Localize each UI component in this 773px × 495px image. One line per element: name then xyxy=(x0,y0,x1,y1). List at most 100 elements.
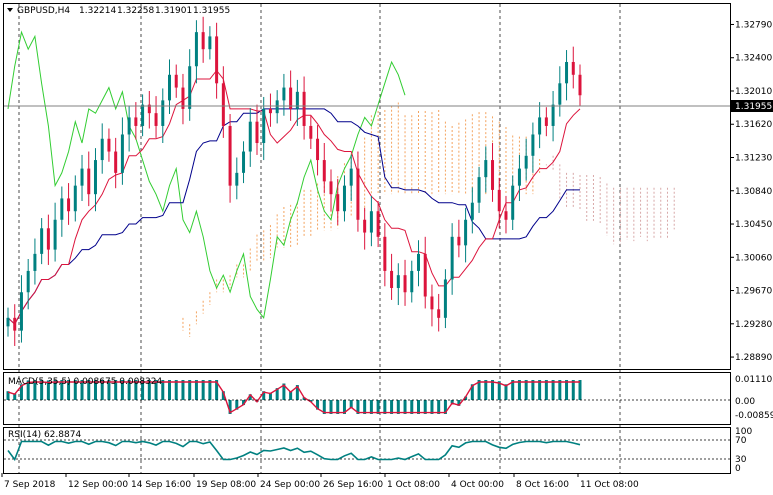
candle-body xyxy=(531,134,535,156)
macd-bar xyxy=(578,380,582,400)
macd-bar xyxy=(342,400,346,414)
macd-bar xyxy=(491,380,495,400)
candle xyxy=(107,128,111,162)
candle xyxy=(53,202,57,262)
candle-body xyxy=(403,275,407,293)
macd-bar xyxy=(26,380,30,400)
candle-body xyxy=(127,117,131,135)
price-tick-label: 1.31620 xyxy=(735,120,772,130)
candle xyxy=(511,175,515,230)
main-chart-frame xyxy=(3,3,731,370)
candle-body xyxy=(40,228,44,254)
rsi-tick-30: 30 xyxy=(735,455,747,465)
candle-body xyxy=(87,168,91,195)
candle-body xyxy=(443,279,447,318)
candle-body xyxy=(161,100,165,126)
candle-body xyxy=(188,66,192,109)
macd-bar xyxy=(181,380,185,400)
candle-body xyxy=(248,121,252,152)
candle-body xyxy=(174,74,178,88)
candle xyxy=(154,96,158,138)
candle xyxy=(80,154,84,201)
candle-body xyxy=(147,104,151,114)
candle xyxy=(248,108,252,167)
candle-body xyxy=(120,134,124,173)
candle xyxy=(174,64,178,98)
candle xyxy=(235,157,239,200)
candle-body xyxy=(390,270,394,288)
candle xyxy=(410,260,414,303)
header-close: 1.31955 xyxy=(193,6,230,16)
candle xyxy=(141,94,145,137)
candle xyxy=(208,26,212,60)
macd-bar xyxy=(497,381,501,400)
candle-body xyxy=(544,117,548,126)
candle-body xyxy=(53,219,57,250)
candle xyxy=(188,49,192,121)
candle-body xyxy=(369,211,373,233)
macd-bar xyxy=(208,380,212,400)
macd-bar xyxy=(268,392,272,400)
candle-body xyxy=(416,253,420,271)
price-tick-label: 1.31230 xyxy=(735,154,772,164)
candle xyxy=(242,141,246,184)
candle xyxy=(46,214,50,265)
candle xyxy=(430,284,434,327)
price-tick-label: 1.32790 xyxy=(735,20,772,30)
macd-bar xyxy=(457,400,461,406)
candle-body xyxy=(242,151,246,173)
candle-body xyxy=(383,236,387,271)
time-tick-label: 1 Oct 08:00 xyxy=(387,480,440,490)
candle xyxy=(93,148,97,212)
candle xyxy=(268,93,272,127)
candle-body xyxy=(26,270,30,293)
time-tick-label: 26 Sep 16:00 xyxy=(323,480,383,490)
candle-body xyxy=(194,32,198,67)
price-tick-label: 1.30060 xyxy=(735,253,772,263)
candle xyxy=(538,102,542,149)
candle-body xyxy=(268,108,272,114)
macd-bar xyxy=(383,400,387,414)
candle-body xyxy=(181,87,185,109)
candle-body xyxy=(504,211,508,220)
macd-bar xyxy=(558,380,562,400)
macd-bar xyxy=(40,380,44,400)
candle xyxy=(470,187,474,234)
macd-bar xyxy=(228,400,232,414)
symbol-dropdown-triangle-icon[interactable] xyxy=(7,8,13,12)
candle-body xyxy=(336,194,340,212)
candle xyxy=(309,115,313,149)
candle xyxy=(484,146,488,193)
macd-bar xyxy=(235,400,239,410)
candle xyxy=(437,293,441,332)
macd-bar xyxy=(242,400,246,406)
candle-body xyxy=(491,160,495,190)
candle xyxy=(504,195,508,234)
candle xyxy=(403,259,407,306)
macd-bar xyxy=(120,380,124,400)
macd-bar xyxy=(416,400,420,414)
macd-bar xyxy=(188,380,192,400)
candle xyxy=(390,253,394,300)
macd-bar xyxy=(134,380,138,400)
candle-body xyxy=(289,87,293,109)
macd-bar xyxy=(410,400,414,414)
macd-bar xyxy=(19,384,23,400)
macd-bar xyxy=(168,380,172,400)
macd-tick-min: -0.008595 xyxy=(735,411,773,421)
chart-symbol: GBPUSD,H4 xyxy=(17,6,70,16)
candle xyxy=(19,275,23,343)
rsi-tick-70: 70 xyxy=(735,436,747,446)
macd-bar xyxy=(221,391,225,400)
candle xyxy=(295,79,299,126)
candle-body xyxy=(309,125,313,139)
macd-bar xyxy=(33,380,37,400)
candle-body xyxy=(201,32,205,50)
macd-bar xyxy=(114,380,118,400)
candle xyxy=(517,154,521,201)
rsi-tick-100: 100 xyxy=(735,427,752,437)
macd-bar xyxy=(464,396,468,400)
candle-body xyxy=(13,317,17,331)
macd-bar xyxy=(322,400,326,414)
